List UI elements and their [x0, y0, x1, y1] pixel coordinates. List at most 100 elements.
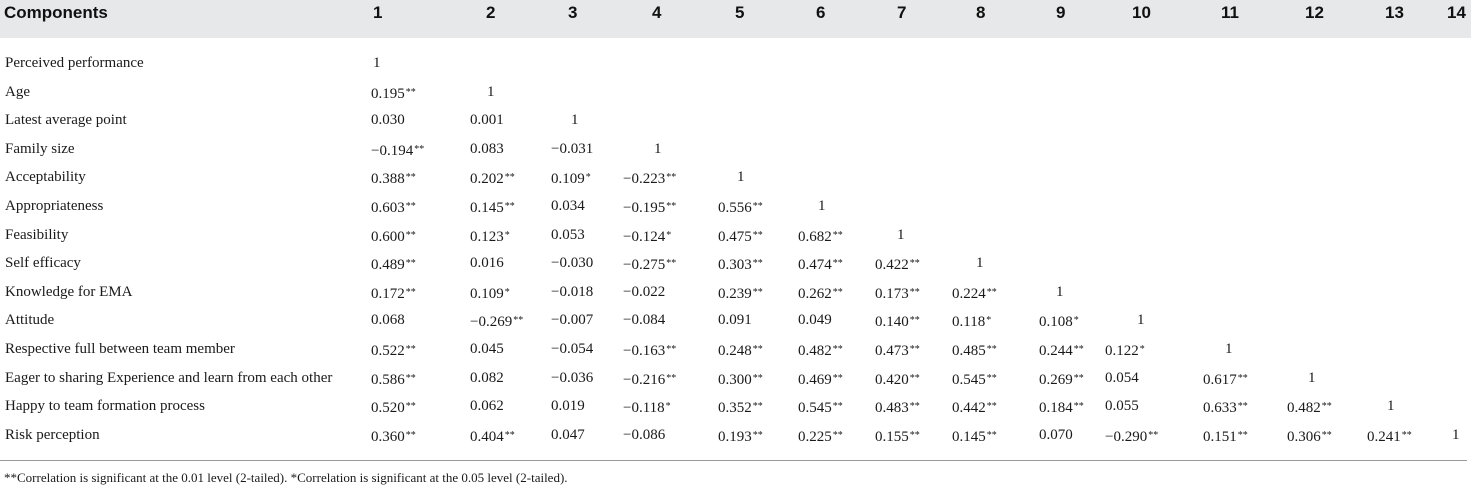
- significance-marker: **: [1237, 401, 1248, 413]
- table-footnote: **Correlation is significant at the 0.01…: [4, 470, 568, 485]
- cell-value: 0.352: [718, 400, 752, 417]
- table-cell: 0.054: [1105, 364, 1139, 393]
- table-row: Family size −0.194** 0.083 −0.031 1: [0, 135, 1471, 164]
- significance-marker: **: [1237, 372, 1248, 384]
- significance-marker: **: [986, 286, 997, 298]
- significance-marker: **: [504, 429, 515, 441]
- cell-value: −0.007: [551, 312, 594, 329]
- table-cell: −0.054: [551, 335, 593, 364]
- significance-marker: **: [752, 429, 763, 441]
- significance-marker: *: [665, 401, 671, 413]
- significance-marker: **: [405, 372, 416, 384]
- cell-value: 0.269: [1039, 371, 1073, 388]
- table-row: Attitude 0.068 −0.269** −0.007 −0.084 0.091 0.…: [0, 306, 1471, 335]
- header-col-6: 6: [816, 3, 826, 22]
- significance-marker: **: [405, 86, 416, 98]
- table-cell: 0.306**: [1287, 421, 1332, 452]
- cell-value: −0.223: [623, 171, 666, 188]
- cell-value: 0.422: [875, 257, 909, 274]
- cell-value: 0.123: [470, 228, 504, 245]
- significance-marker: **: [1401, 429, 1412, 441]
- table-cell: 0.145**: [470, 192, 515, 223]
- cell-value: 0.404: [470, 428, 504, 445]
- table-cell: 0.422**: [875, 249, 920, 280]
- table-cell: 0.082: [470, 364, 504, 393]
- header-col-11: 11: [1221, 3, 1239, 22]
- table-row: Happy to team formation process 0.520** 0.…: [0, 392, 1471, 421]
- cell-value: 0.545: [952, 371, 986, 388]
- cell-value: 0.172: [371, 285, 405, 302]
- significance-marker: **: [752, 258, 763, 270]
- table-cell: 0.239**: [718, 278, 763, 309]
- table-cell: 0.109*: [470, 278, 510, 309]
- cell-value: 1: [897, 226, 905, 243]
- cell-value: −0.118: [623, 400, 665, 417]
- table-row: Perceived performance 1: [0, 49, 1471, 78]
- table-cell: 0.300**: [718, 364, 763, 395]
- table-cell: 0.485**: [952, 335, 997, 366]
- table-cell: 0.016: [470, 249, 504, 278]
- cell-value: −0.275: [623, 257, 666, 274]
- cell-value: 0.016: [470, 255, 504, 272]
- table-cell: 1: [1308, 364, 1316, 393]
- cell-value: 0.045: [470, 341, 504, 357]
- row-label: Feasibility: [5, 226, 69, 243]
- cell-value: 0.202: [470, 171, 504, 188]
- cell-value: 0.019: [551, 398, 585, 415]
- table-cell: 0.545**: [798, 392, 843, 423]
- cell-value: 0.195: [371, 85, 405, 102]
- header-col-3: 3: [568, 3, 578, 22]
- cell-value: 0.600: [371, 228, 405, 245]
- table-cell: 0.034: [551, 192, 585, 221]
- row-label: Self efficacy: [5, 255, 81, 272]
- cell-value: 1: [1452, 426, 1460, 443]
- header-col-10: 10: [1132, 3, 1151, 22]
- significance-marker: **: [666, 172, 677, 184]
- table-cell: 0.475**: [718, 221, 763, 252]
- cell-value: 1: [1137, 312, 1145, 329]
- table-cell: 1: [976, 249, 984, 278]
- significance-marker: **: [1073, 372, 1084, 384]
- table-cell: 0.522**: [371, 335, 416, 366]
- cell-value: 0.482: [798, 343, 832, 359]
- table-cell: 1: [818, 192, 826, 221]
- cell-value: 0.145: [470, 200, 504, 216]
- significance-marker: **: [405, 401, 416, 413]
- table-cell: 0.360**: [371, 421, 416, 452]
- significance-marker: **: [666, 372, 677, 384]
- significance-marker: **: [909, 315, 920, 327]
- header-col-1: 1: [373, 3, 383, 22]
- cell-value: 0.049: [798, 312, 832, 329]
- table-cell: 0.388**: [371, 163, 416, 194]
- significance-marker: **: [666, 201, 677, 212]
- cell-value: 0.053: [551, 226, 585, 243]
- cell-value: 1: [1056, 283, 1064, 300]
- table-cell: 0.118*: [952, 306, 991, 337]
- cell-value: 0.082: [470, 369, 504, 386]
- table-cell: 0.442**: [952, 392, 997, 423]
- significance-marker: **: [909, 429, 920, 441]
- cell-value: 0.083: [470, 140, 504, 157]
- cell-value: 0.047: [551, 426, 585, 443]
- table-row: Appropriateness 0.603** 0.145** 0.034 −0.195…: [0, 192, 1471, 221]
- cell-value: −0.030: [551, 255, 594, 272]
- table-cell: 0.123*: [470, 221, 510, 252]
- cell-value: 0.109: [470, 285, 504, 302]
- table-cell: 0.520**: [371, 392, 416, 423]
- significance-marker: **: [414, 143, 425, 155]
- table-cell: 0.225**: [798, 421, 843, 452]
- significance-marker: *: [1073, 315, 1079, 327]
- cell-value: 1: [571, 112, 579, 129]
- table-row: Respective full between team member 0.522…: [0, 335, 1471, 364]
- cell-value: 0.603: [371, 200, 405, 216]
- table-row: Latest average point 0.030 0.001 1: [0, 106, 1471, 135]
- row-label: Appropriateness: [5, 198, 104, 214]
- table-row: Risk perception 0.360** 0.404** 0.047 −0.086…: [0, 421, 1471, 450]
- table-cell: 0.262**: [798, 278, 843, 309]
- header-col-9: 9: [1056, 3, 1066, 22]
- table-cell: 0.109*: [551, 163, 591, 194]
- table-cell: 0.001: [470, 106, 504, 135]
- cell-value: −0.018: [551, 283, 594, 300]
- significance-marker: **: [405, 172, 416, 184]
- table-cell: 1: [654, 135, 662, 164]
